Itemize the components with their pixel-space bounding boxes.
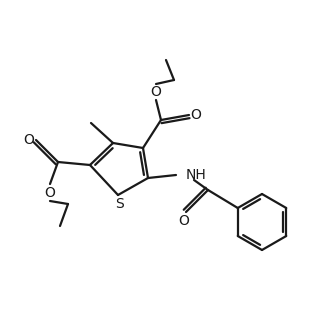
Text: O: O (179, 214, 189, 228)
Text: S: S (115, 197, 124, 211)
Text: O: O (151, 85, 161, 99)
Text: NH: NH (186, 168, 207, 182)
Text: O: O (191, 108, 201, 122)
Text: O: O (24, 133, 35, 147)
Text: O: O (44, 186, 55, 200)
